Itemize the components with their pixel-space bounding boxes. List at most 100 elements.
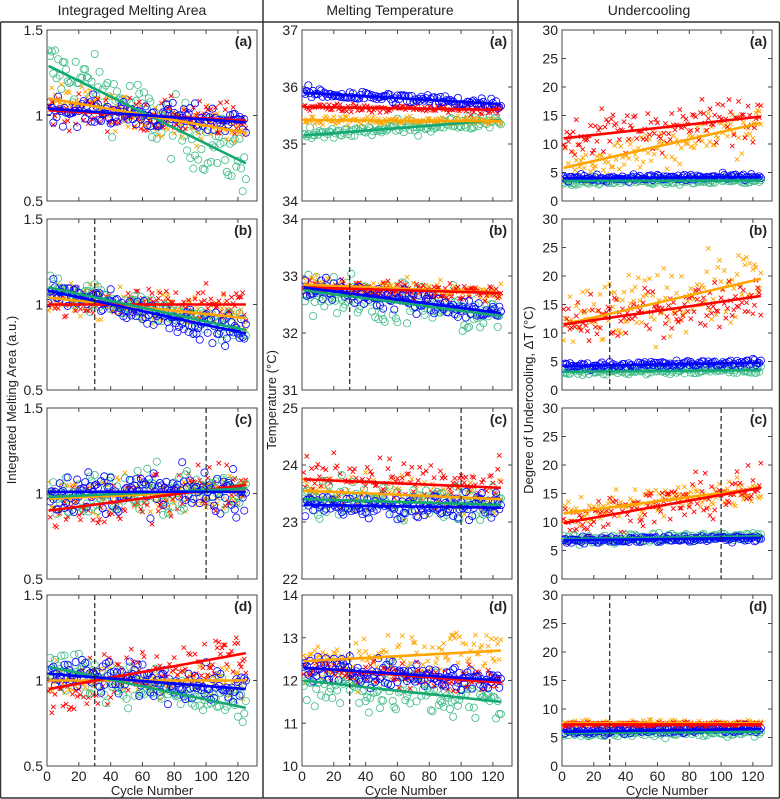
point-green [81,65,90,74]
point-red [141,654,147,660]
point-orange [380,647,386,653]
y-tick-label: 33 [282,268,298,284]
point-orange [77,313,83,319]
point-red [449,490,455,496]
point-blue [92,667,101,676]
y-tick-label: 15 [542,108,558,124]
point-red [694,127,700,133]
point-red [712,112,718,118]
point-red [316,474,323,480]
point-green [119,691,128,700]
point-blue [81,478,90,487]
point-orange [721,267,727,273]
point-blue [132,120,141,129]
point-red [125,687,131,693]
point-red [562,144,568,150]
point-green [332,309,341,318]
point-blue [221,126,230,135]
point-orange [627,141,633,147]
point-orange [621,161,627,167]
point-blue [240,334,249,343]
point-red [447,280,453,286]
point-green [178,500,187,509]
y-tick-label: 12 [282,673,298,689]
point-orange [689,306,695,312]
point-orange [409,476,415,482]
point-green [465,111,474,120]
point-red [437,468,443,474]
point-green [379,696,388,705]
y-tick-label: 24 [282,457,298,473]
point-green [388,697,397,706]
point-green [320,302,329,311]
point-green [71,57,80,66]
point-blue [367,503,376,512]
point-blue [208,104,217,113]
point-orange [562,337,567,343]
point-blue [159,500,168,509]
point-orange [159,133,165,139]
point-blue [109,667,118,676]
point-green [140,88,149,97]
point-red [653,116,659,122]
scatter-layer [302,269,505,335]
point-red [77,517,83,523]
point-red [616,137,622,143]
point-blue [439,680,448,689]
point-blue [352,93,361,102]
point-orange [466,656,472,662]
point-green [465,322,474,331]
point-red [431,475,437,481]
point-red [101,519,107,525]
point-blue [216,509,225,518]
point-red [213,638,219,644]
plot-area [301,407,513,580]
point-green [315,514,324,523]
point-red [669,111,675,117]
point-green [82,73,91,82]
point-green [393,114,402,123]
point-red [399,475,405,481]
point-green [240,153,249,162]
point-orange [498,121,504,127]
point-red [572,152,578,158]
trend-line-red [303,105,501,112]
point-green [198,706,207,715]
point-orange [165,126,171,133]
point-orange [79,84,85,90]
panel-label: (c) [490,411,507,427]
point-red [320,465,326,471]
trend-line-blue [48,289,247,335]
point-orange [371,280,377,286]
point-orange [570,339,576,345]
point-red [385,278,391,284]
point-blue [187,498,196,507]
point-red [221,642,227,648]
point-green [305,123,314,132]
point-orange [646,276,653,282]
point-orange [396,642,402,648]
point-red [380,665,386,671]
point-red [334,463,340,469]
point-orange [608,164,614,170]
point-orange [580,289,586,295]
point-green [221,505,230,514]
point-red [466,486,472,492]
y-tick-label: 20 [542,79,558,95]
point-blue [154,316,163,325]
point-blue [143,319,152,328]
point-red [85,694,91,701]
point-green [200,165,209,174]
point-red [479,479,485,485]
point-orange [410,639,416,645]
point-red [602,124,608,130]
point-red [724,124,730,130]
ylabel-temperature: Temperature (°C) [264,350,279,450]
point-blue [84,468,93,477]
point-green [116,309,125,318]
point-green [87,77,96,86]
point-blue [95,682,104,691]
point-blue [179,325,188,334]
point-green [485,123,494,132]
point-blue [63,660,72,669]
